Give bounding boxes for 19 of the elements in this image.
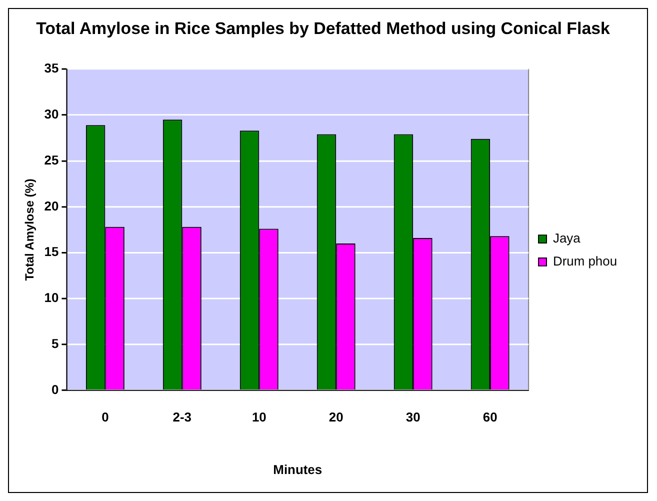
x-tick-label: 2-3 <box>172 409 192 424</box>
y-tick-label: 15 <box>44 244 59 260</box>
y-tick-label: 30 <box>44 106 59 122</box>
x-axis-title: Minutes <box>273 462 322 477</box>
chart-title: Total Amylose in Rice Samples by Defatted Method using Conical Flask <box>36 18 611 38</box>
x-tick-label: 10 <box>252 409 266 424</box>
x-tick-label: 0 <box>102 409 109 424</box>
y-axis-title: Total Amylose (%) <box>22 178 36 281</box>
y-tick-label: 10 <box>44 290 59 306</box>
legend-label: Drum phou <box>552 254 618 269</box>
y-tick-label: 20 <box>44 198 59 214</box>
x-tick-label: 30 <box>406 409 420 424</box>
y-tick-label: 5 <box>51 336 59 351</box>
legend-label: Jaya <box>552 230 582 246</box>
y-tick-label: 0 <box>51 382 59 397</box>
x-tick-label: 20 <box>328 409 344 424</box>
y-tick-label: 35 <box>44 60 59 76</box>
x-tick-label: 60 <box>482 409 498 424</box>
y-tick-label: 25 <box>44 152 59 168</box>
